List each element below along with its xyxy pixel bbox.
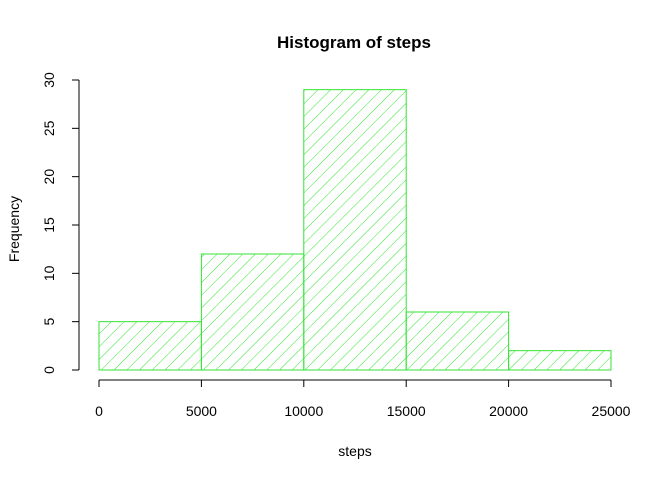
histogram-bar-0 (98, 321, 202, 371)
y-tick-label: 20 (41, 169, 57, 185)
y-tick-label: 10 (41, 265, 57, 281)
y-tick-label: 25 (41, 120, 57, 136)
x-axis: 0 5000 10000 15000 20000 25000 (95, 379, 631, 419)
x-tick-label: 0 (95, 403, 103, 419)
y-axis-label: Frequency (6, 196, 22, 262)
x-tick-label: 5000 (186, 403, 217, 419)
histogram-bar-4 (508, 350, 612, 371)
x-tick-label: 25000 (592, 403, 631, 419)
y-axis: 0 5 10 15 20 25 30 (41, 72, 80, 374)
bars-group (98, 89, 612, 371)
y-tick-label: 30 (41, 72, 57, 88)
x-tick-label: 10000 (284, 403, 323, 419)
chart-title: Histogram of steps (277, 33, 431, 52)
histogram-bar-3 (405, 311, 510, 371)
y-tick-label: 0 (41, 366, 57, 374)
x-axis-label: steps (338, 443, 371, 459)
x-tick-label: 15000 (387, 403, 426, 419)
y-tick-label: 5 (41, 318, 57, 326)
y-tick-label: 15 (41, 217, 57, 233)
histogram-bar-1 (200, 253, 305, 371)
x-tick-label: 20000 (489, 403, 528, 419)
histogram-bar-2 (303, 89, 407, 371)
